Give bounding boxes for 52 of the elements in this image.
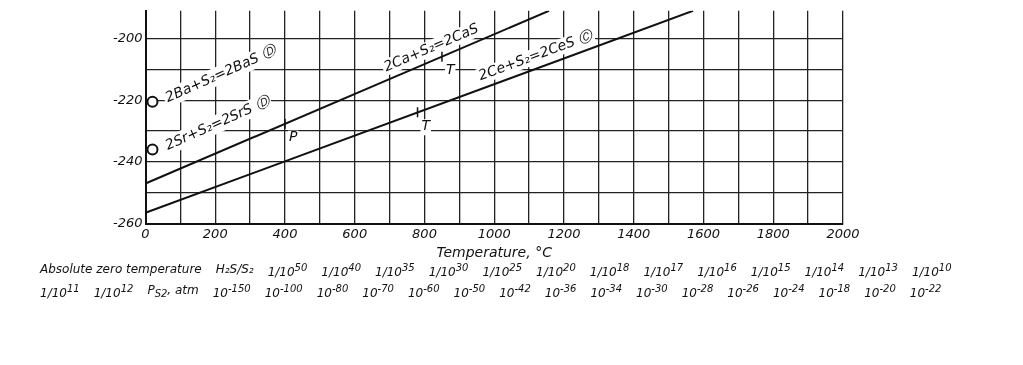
text: 10$^{-18}$ [818,283,851,300]
text: 10$^{-24}$ [772,283,805,300]
y-tick-label: -240 [112,153,143,169]
text: 1/10$^{18}$ [589,262,630,279]
text: 1/10$^{16}$ [697,262,737,279]
text: 1/10$^{11}$ [40,283,80,300]
y-tick-label: -260 [112,214,143,230]
text: 10$^{-34}$ [590,283,623,300]
x-axis-title: Temperature, °C [436,244,553,261]
text: 10$^{-70}$ [362,283,394,300]
text: 10$^{-26}$ [727,283,759,300]
text: 1/10$^{13}$ [858,262,898,279]
text: 10$^{-30}$ [636,283,668,300]
text: 10$^{-80}$ [316,283,349,300]
text: 10$^{-42}$ [499,283,531,300]
text: 10$^{-150}$ [212,283,251,300]
text: 10$^{-28}$ [681,283,714,300]
x-tick-label: 0 [141,225,150,241]
x-tick-label: 200 [202,225,228,241]
text: 1/10$^{25}$ [482,262,523,279]
text: 1/10$^{20}$ [536,262,576,279]
x-tick-label: 800 [412,225,437,241]
x-tick-label: 2000 [826,225,860,241]
text: 10$^{-22}$ [909,283,942,300]
x-tick-label: 1000 [477,225,511,241]
y-tick-label: -200 [112,29,143,45]
text: 1/10$^{35}$ [375,262,415,279]
text: 1/10$^{14}$ [804,262,845,279]
text: 1/10$^{17}$ [643,262,684,279]
text: Absolute zero temperature [40,262,202,278]
y-tick-label: -220 [112,91,143,107]
annotation: T [421,116,432,133]
x-tick-label: 1400 [617,225,651,241]
x-tick-label: 1200 [547,225,581,241]
text: 10$^{-60}$ [407,283,440,300]
x-tick-label: 600 [342,225,368,241]
annotation: P [289,128,298,145]
text: P$_{S2}$, atm [147,283,199,300]
x-tick-label: 1600 [686,225,721,241]
x-tick-label: 400 [272,225,298,241]
text: H₂S/S₂ [215,262,254,278]
text: 10$^{-50}$ [453,283,486,300]
x-tick-label: 1800 [756,225,790,241]
text: 10$^{-100}$ [264,283,303,300]
text: 1/10$^{50}$ [267,262,308,279]
text: 10$^{-20}$ [864,283,896,300]
text: 1/10$^{10}$ [911,262,952,279]
text: 1/10$^{12}$ [93,283,134,300]
text: 10$^{-36}$ [544,283,577,300]
text: 1/10$^{30}$ [428,262,469,279]
text: 1/10$^{15}$ [750,262,791,279]
text: 1/10$^{40}$ [321,262,362,279]
